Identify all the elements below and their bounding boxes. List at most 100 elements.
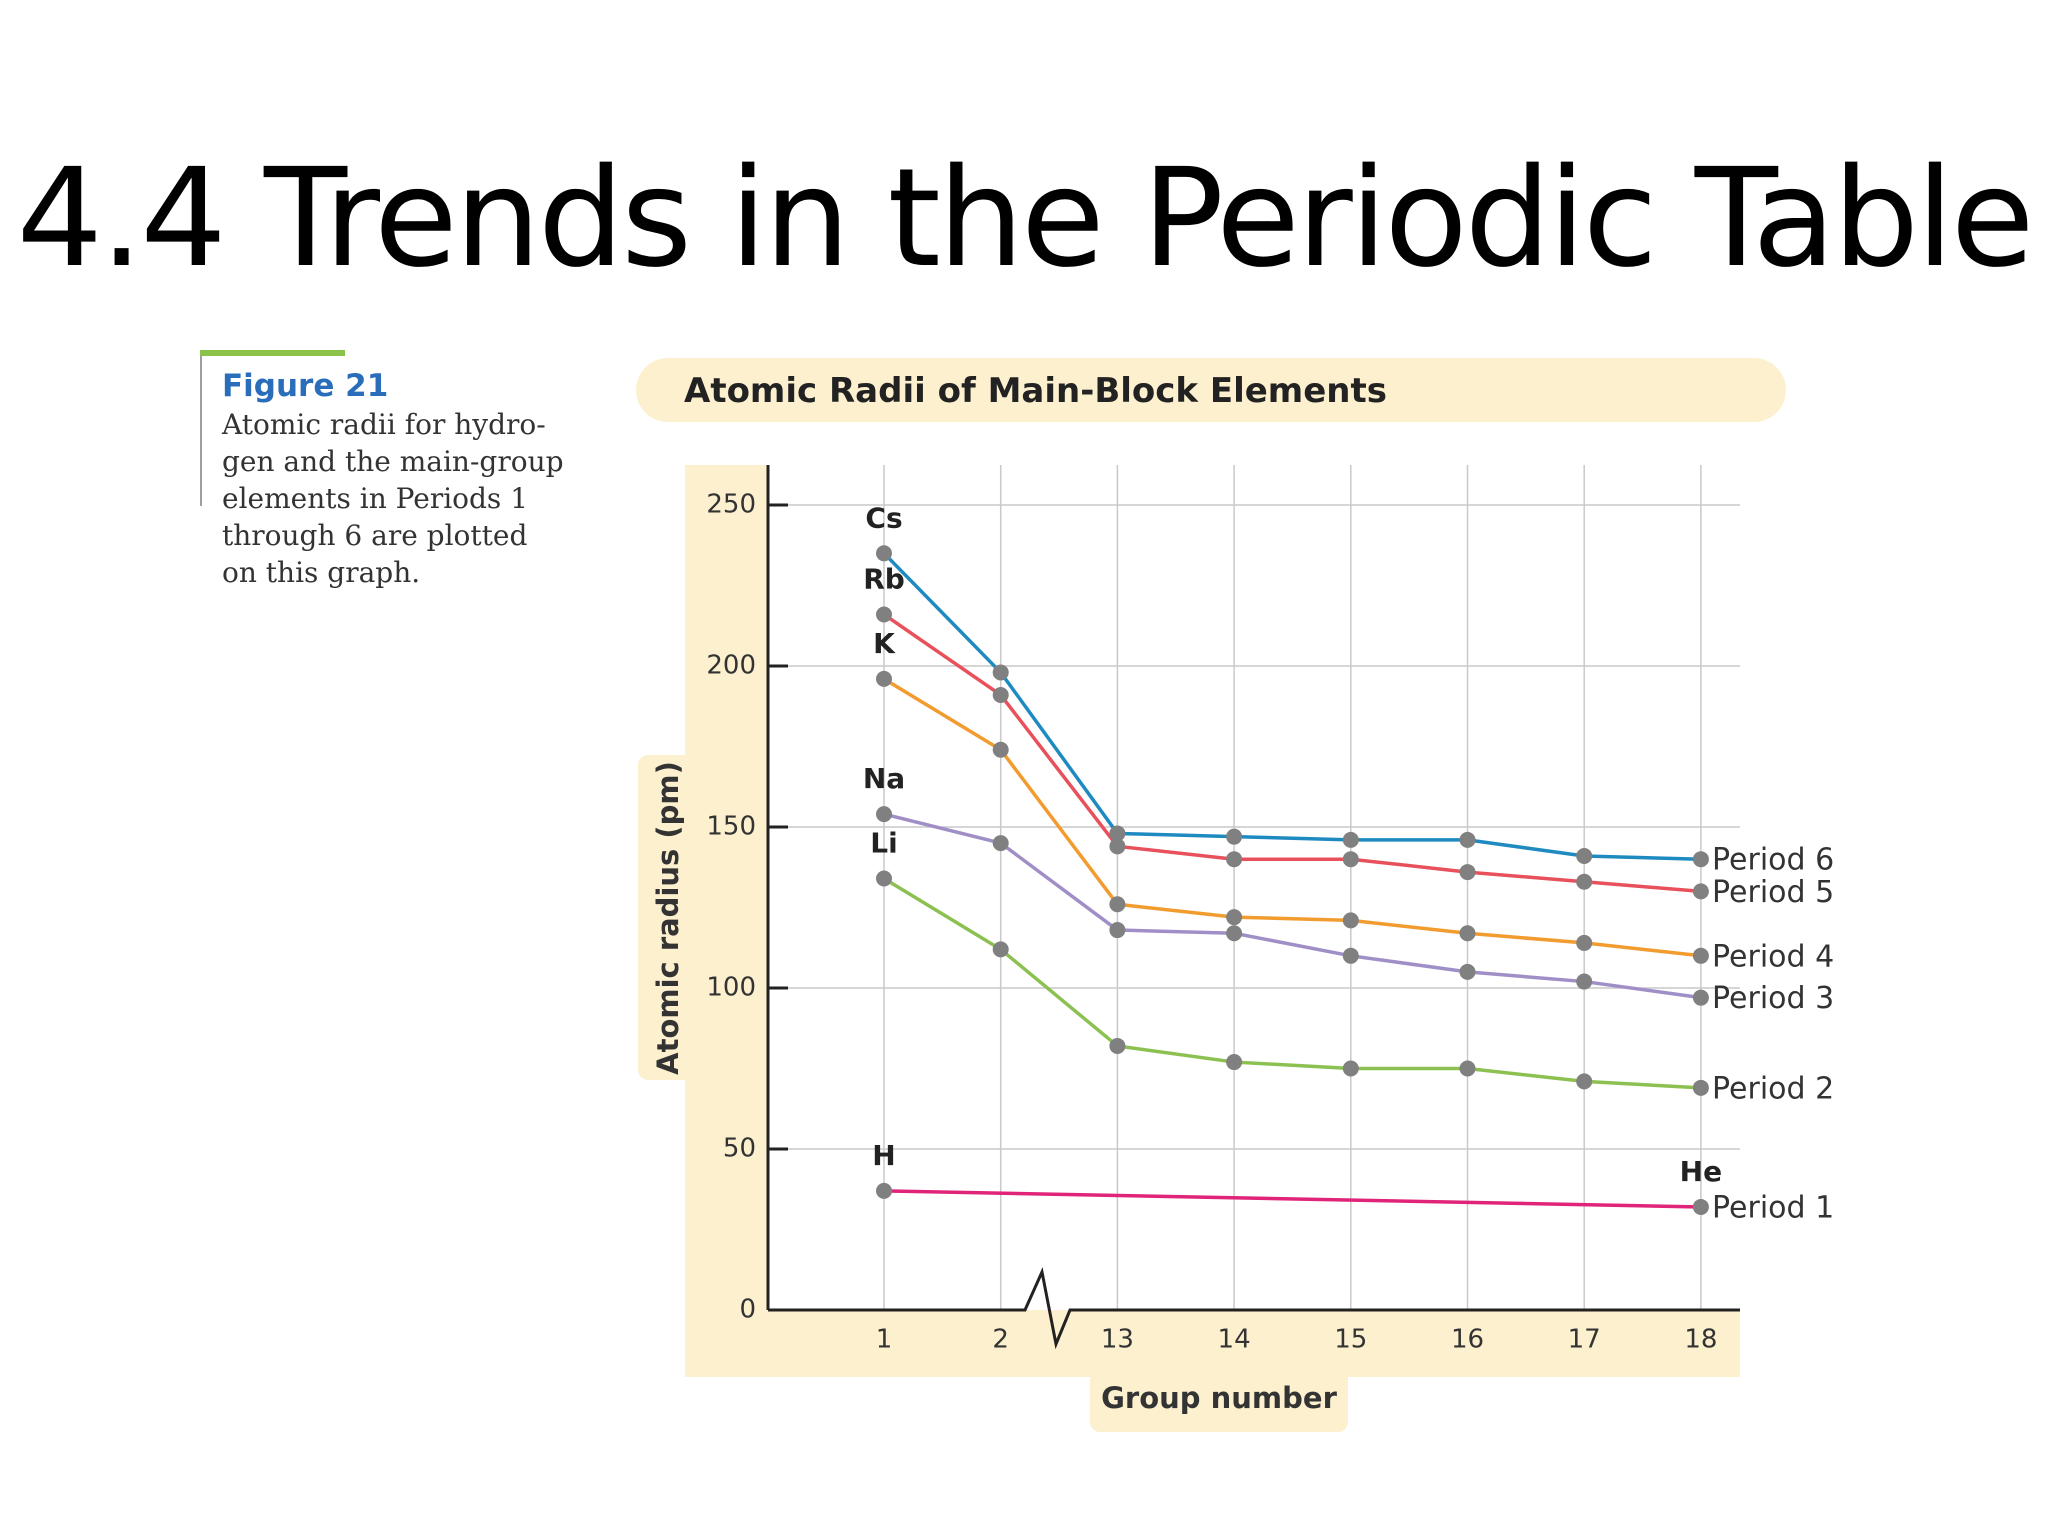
data-point — [1576, 973, 1593, 990]
slide-title: 4.4 Trends in the Periodic Table — [16, 140, 2035, 298]
data-point — [1459, 1060, 1476, 1077]
x-tick-label: 15 — [1334, 1325, 1367, 1355]
y-tick-labels: 0 50 100 150 200 250 — [706, 490, 756, 1325]
data-point — [876, 806, 892, 823]
caption-side-rule — [200, 356, 202, 506]
series-labels: Period 1 Period 2 Period 3 Period 4 Period 5… — [1712, 843, 1834, 1226]
caption-line: on this graph. — [222, 556, 421, 589]
data-point — [1459, 925, 1476, 942]
data-point — [1576, 847, 1593, 864]
element-label: H — [872, 1139, 895, 1172]
figure-label: Figure 21 — [222, 368, 389, 404]
data-point — [1226, 925, 1243, 942]
data-point — [876, 606, 892, 623]
data-point — [1692, 851, 1709, 868]
grid — [768, 465, 1740, 1312]
caption-line: through 6 are plotted — [222, 519, 528, 552]
data-point — [992, 941, 1009, 958]
x-tick-label: 14 — [1218, 1325, 1251, 1355]
chart-title: Atomic Radii of Main-Block Elements — [684, 371, 1387, 411]
data-point — [1342, 912, 1359, 929]
data-point — [1109, 922, 1126, 939]
data-point — [1109, 896, 1126, 913]
y-tick-label: 150 — [706, 812, 756, 842]
element-label: Li — [870, 827, 897, 860]
data-point — [1576, 1073, 1593, 1090]
data-point — [1692, 989, 1709, 1006]
element-label: Na — [863, 762, 905, 795]
data-point — [1342, 947, 1359, 964]
series-label: Period 5 — [1712, 875, 1834, 910]
y-tick-label: 200 — [706, 651, 756, 681]
data-point — [876, 870, 892, 887]
caption-line: gen and the main-group — [222, 445, 564, 478]
caption-line: Atomic radii for hydro- — [222, 408, 546, 441]
data-point — [1692, 883, 1709, 900]
data-point — [1692, 947, 1709, 964]
data-point — [1576, 934, 1593, 951]
y-tick-label: 0 — [739, 1295, 756, 1325]
data-point — [1459, 864, 1476, 881]
data-point — [1576, 873, 1593, 890]
data-point — [1342, 831, 1359, 848]
x-axis — [768, 1267, 1740, 1350]
x-tick-label: 16 — [1451, 1325, 1484, 1355]
series-label: Period 2 — [1712, 1071, 1834, 1106]
data-point — [992, 741, 1009, 758]
data-point — [1459, 963, 1476, 980]
element-label: He — [1680, 1155, 1722, 1188]
chart-title-band — [636, 358, 1786, 422]
y-tick-label: 50 — [723, 1134, 756, 1164]
data-point — [1342, 1060, 1359, 1077]
ylabel-band — [638, 755, 700, 1080]
series-line — [883, 812, 1702, 1000]
series-label: Period 1 — [1712, 1190, 1834, 1225]
element-label: Cs — [865, 501, 902, 534]
data-point — [1459, 831, 1476, 848]
data-point — [992, 686, 1009, 703]
series-lines — [882, 552, 1702, 1209]
y-axis-title: Atomic radius (pm) — [651, 761, 685, 1075]
data-point — [876, 545, 892, 562]
data-point — [992, 835, 1009, 852]
data-point — [1109, 838, 1126, 855]
x-tick-label: 1 — [876, 1325, 893, 1355]
y-tick-label: 100 — [706, 973, 756, 1003]
plot-area — [768, 465, 1740, 1310]
xlabel-band — [1090, 1370, 1348, 1432]
data-point — [1342, 851, 1359, 868]
x-axis-title: Group number — [1101, 1381, 1337, 1415]
data-point — [1226, 909, 1243, 926]
series-line — [883, 677, 1702, 958]
data-point — [1226, 828, 1243, 845]
series-line — [883, 1189, 1701, 1209]
data-point — [1226, 851, 1243, 868]
element-labels: Cs Rb K Na Li H He — [863, 501, 1722, 1188]
series-label: Period 3 — [1712, 981, 1834, 1016]
data-point — [1109, 1037, 1126, 1054]
x-tick-label: 2 — [992, 1325, 1009, 1355]
x-tick-labels: 1 2 13 14 15 16 17 18 — [876, 1325, 1718, 1355]
data-point — [1692, 1079, 1709, 1096]
x-tick-label: 17 — [1568, 1325, 1601, 1355]
element-label: Rb — [863, 562, 905, 595]
series-line — [883, 613, 1702, 894]
y-tick-label: 250 — [706, 490, 756, 520]
series-line — [883, 877, 1701, 1090]
element-label: K — [873, 627, 896, 660]
data-point — [1226, 1054, 1243, 1071]
x-tick-label: 18 — [1684, 1325, 1717, 1355]
series-label: Period 4 — [1712, 939, 1834, 974]
caption-accent-rule — [200, 350, 345, 356]
data-point — [992, 664, 1009, 681]
data-point — [876, 670, 892, 687]
data-point — [1692, 1198, 1709, 1215]
series-line — [882, 552, 1701, 861]
caption-line: elements in Periods 1 — [222, 482, 529, 515]
data-point — [1109, 825, 1126, 842]
x-tick-label: 13 — [1101, 1325, 1134, 1355]
data-point — [876, 1182, 892, 1199]
data-points — [876, 545, 1709, 1215]
figure-caption: Atomic radii for hydro- gen and the main… — [222, 406, 582, 591]
